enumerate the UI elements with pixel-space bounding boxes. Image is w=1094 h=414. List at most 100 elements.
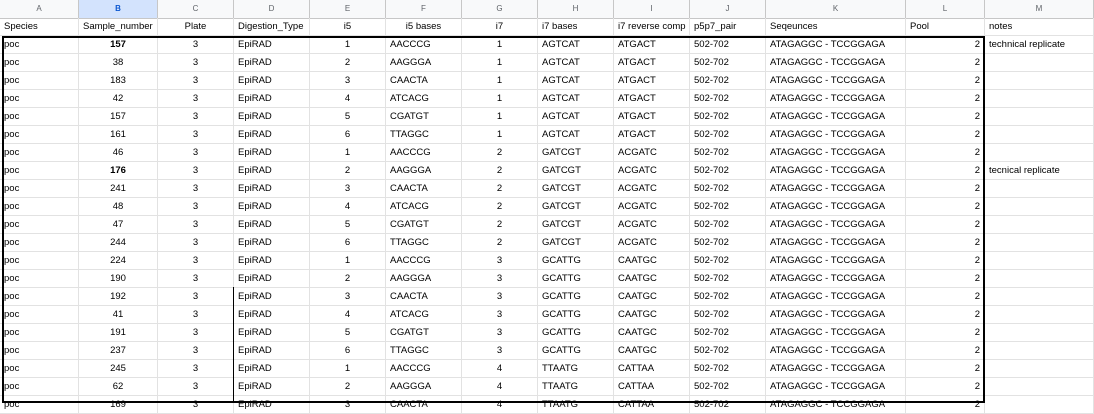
cell-sequences[interactable]: ATAGAGGC - TCCGGAGA [766,396,906,414]
cell-notes[interactable] [985,360,1094,378]
cell-species[interactable]: poc [0,270,79,288]
cell-i7[interactable]: 1 [462,90,538,108]
cell-notes[interactable] [985,180,1094,198]
cell-p5p7-pair[interactable]: 502-702 [690,72,766,90]
cell-pool[interactable]: 2 [906,378,985,396]
cell-i7-bases[interactable]: GCATTG [538,342,614,360]
cell-p5p7-pair[interactable]: 502-702 [690,90,766,108]
cell-sequences[interactable]: ATAGAGGC - TCCGGAGA [766,108,906,126]
cell-i7[interactable]: 4 [462,396,538,414]
cell-i5[interactable]: 4 [310,90,386,108]
column-header-f[interactable]: F [386,0,462,18]
cell-i5-bases[interactable]: TTAGGC [386,234,462,252]
cell-notes[interactable] [985,216,1094,234]
cell-plate[interactable]: 3 [158,54,234,72]
cell-sequences[interactable]: ATAGAGGC - TCCGGAGA [766,216,906,234]
header-plate[interactable]: Plate [158,18,234,36]
cell-sequences[interactable]: ATAGAGGC - TCCGGAGA [766,270,906,288]
column-header-j[interactable]: J [690,0,766,18]
cell-digestion-type[interactable]: EpiRAD [234,162,310,180]
column-header-e[interactable]: E [310,0,386,18]
cell-pool[interactable]: 2 [906,270,985,288]
cell-species[interactable]: poc [0,162,79,180]
cell-i7[interactable]: 3 [462,306,538,324]
cell-species[interactable]: poc [0,252,79,270]
cell-sample-number[interactable]: 176 [79,162,158,180]
cell-pool[interactable]: 2 [906,126,985,144]
cell-i5[interactable]: 1 [310,36,386,54]
cell-species[interactable]: poc [0,234,79,252]
cell-i7[interactable]: 3 [462,270,538,288]
cell-i7[interactable]: 2 [462,198,538,216]
cell-species[interactable]: poc [0,306,79,324]
cell-pool[interactable]: 2 [906,108,985,126]
cell-sequences[interactable]: ATAGAGGC - TCCGGAGA [766,126,906,144]
cell-p5p7-pair[interactable]: 502-702 [690,198,766,216]
cell-i5-bases[interactable]: AAGGGA [386,270,462,288]
cell-i7-reverse-comp[interactable]: CATTAA [614,378,690,396]
cell-i7-bases[interactable]: AGTCAT [538,72,614,90]
cell-p5p7-pair[interactable]: 502-702 [690,396,766,414]
cell-notes[interactable] [985,270,1094,288]
cell-sequences[interactable]: ATAGAGGC - TCCGGAGA [766,234,906,252]
cell-pool[interactable]: 2 [906,72,985,90]
cell-i7[interactable]: 3 [462,252,538,270]
cell-i7-reverse-comp[interactable]: CAATGC [614,252,690,270]
cell-pool[interactable]: 2 [906,90,985,108]
cell-i5-bases[interactable]: AACCCG [386,252,462,270]
cell-notes[interactable] [985,90,1094,108]
cell-sample-number[interactable]: 38 [79,54,158,72]
cell-sequences[interactable]: ATAGAGGC - TCCGGAGA [766,360,906,378]
header-i5-bases[interactable]: i5 bases [386,18,462,36]
cell-plate[interactable]: 3 [158,378,234,396]
cell-i7[interactable]: 1 [462,72,538,90]
cell-plate[interactable]: 3 [158,234,234,252]
cell-i5-bases[interactable]: AACCCG [386,144,462,162]
cell-i7-reverse-comp[interactable]: CATTAA [614,396,690,414]
cell-i7-bases[interactable]: GCATTG [538,270,614,288]
cell-sequences[interactable]: ATAGAGGC - TCCGGAGA [766,180,906,198]
cell-i7-reverse-comp[interactable]: CAATGC [614,306,690,324]
column-header-b[interactable]: B [79,0,158,18]
cell-i7[interactable]: 4 [462,378,538,396]
cell-i7[interactable]: 3 [462,288,538,306]
cell-i5-bases[interactable]: AACCCG [386,360,462,378]
cell-notes[interactable] [985,144,1094,162]
cell-i5-bases[interactable]: CAACTA [386,180,462,198]
cell-i5-bases[interactable]: CGATGT [386,108,462,126]
header-digestion-type[interactable]: Digestion_Type [234,18,310,36]
cell-p5p7-pair[interactable]: 502-702 [690,162,766,180]
cell-i7-reverse-comp[interactable]: CAATGC [614,270,690,288]
cell-species[interactable]: poc [0,36,79,54]
cell-i5-bases[interactable]: TTAGGC [386,126,462,144]
cell-digestion-type[interactable]: EpiRAD [234,216,310,234]
cell-i5[interactable]: 5 [310,324,386,342]
cell-i7-bases[interactable]: GATCGT [538,234,614,252]
cell-notes[interactable] [985,72,1094,90]
cell-plate[interactable]: 3 [158,162,234,180]
cell-sample-number[interactable]: 62 [79,378,158,396]
cell-notes[interactable] [985,198,1094,216]
cell-p5p7-pair[interactable]: 502-702 [690,234,766,252]
cell-sample-number[interactable]: 244 [79,234,158,252]
cell-pool[interactable]: 2 [906,162,985,180]
cell-i7-reverse-comp[interactable]: CAATGC [614,288,690,306]
cell-sample-number[interactable]: 224 [79,252,158,270]
cell-digestion-type[interactable]: EpiRAD [234,72,310,90]
cell-i7[interactable]: 1 [462,126,538,144]
cell-i5-bases[interactable]: CAACTA [386,72,462,90]
column-header-a[interactable]: A [0,0,79,18]
cell-sample-number[interactable]: 46 [79,144,158,162]
cell-species[interactable]: poc [0,360,79,378]
cell-i5[interactable]: 6 [310,234,386,252]
cell-plate[interactable]: 3 [158,72,234,90]
cell-i7[interactable]: 3 [462,342,538,360]
cell-plate[interactable]: 3 [158,396,234,414]
cell-i7-bases[interactable]: GATCGT [538,216,614,234]
cell-i5[interactable]: 4 [310,198,386,216]
cell-i7-bases[interactable]: GATCGT [538,180,614,198]
cell-p5p7-pair[interactable]: 502-702 [690,288,766,306]
cell-i7-bases[interactable]: TTAATG [538,360,614,378]
cell-sample-number[interactable]: 157 [79,36,158,54]
cell-sample-number[interactable]: 48 [79,198,158,216]
